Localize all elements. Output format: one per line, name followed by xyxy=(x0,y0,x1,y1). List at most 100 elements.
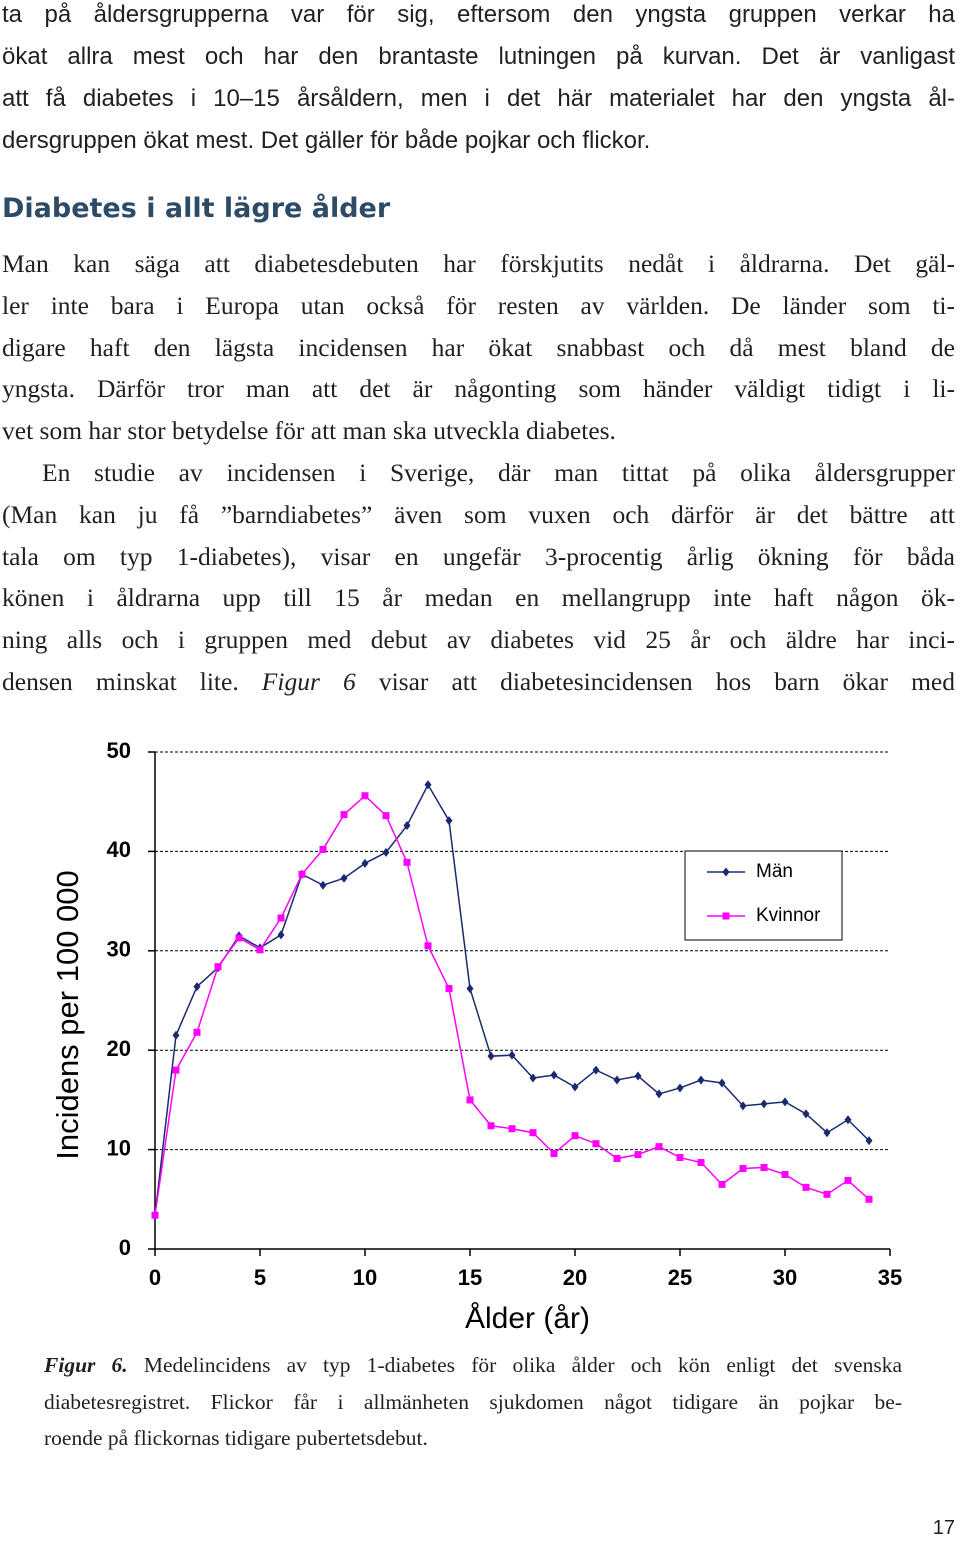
data-point xyxy=(802,1183,810,1191)
data-point xyxy=(529,1073,537,1083)
page-number: 17 xyxy=(932,1517,955,1539)
data-point xyxy=(424,780,432,790)
data-point xyxy=(571,1082,579,1092)
text-line: tala om typ 1-diabetes), visar en ungefä… xyxy=(2,541,955,571)
data-point xyxy=(382,812,390,820)
data-point xyxy=(676,1154,684,1162)
figure-caption: Figur 6. Medelincidens av typ 1-diabetes… xyxy=(44,1347,902,1457)
y-tick-label: 40 xyxy=(107,837,131,862)
data-point xyxy=(550,1070,558,1080)
text: densen minskat lite. xyxy=(2,667,239,696)
text-line: ler inte bara i Europa utan också för re… xyxy=(2,290,955,320)
legend-label: Kvinnor xyxy=(756,905,821,926)
x-tick-label: 30 xyxy=(773,1265,797,1290)
data-point xyxy=(445,816,453,826)
data-point xyxy=(445,985,453,993)
data-point xyxy=(592,1140,600,1148)
x-axis-label: Ålder (år) xyxy=(465,1302,590,1335)
data-point xyxy=(193,1028,201,1036)
data-point xyxy=(550,1150,558,1158)
data-point xyxy=(340,873,348,883)
data-point xyxy=(844,1176,852,1184)
data-point xyxy=(697,1075,705,1085)
series-line xyxy=(154,783,870,1216)
data-point xyxy=(529,1129,537,1137)
data-point xyxy=(676,1083,684,1093)
data-point xyxy=(655,1089,663,1099)
data-point xyxy=(739,1164,747,1172)
data-point xyxy=(214,963,222,971)
y-tick-label: 50 xyxy=(107,738,131,763)
data-point xyxy=(403,821,411,831)
figure-reference: Figur 6 xyxy=(261,667,356,696)
data-point xyxy=(613,1075,621,1085)
data-point xyxy=(865,1136,873,1146)
data-point xyxy=(256,946,264,954)
text-line: ökat allra mest och har den brantaste lu… xyxy=(2,43,955,70)
text-line: yngsta. Därför tror man att det är någon… xyxy=(2,374,955,404)
data-point xyxy=(823,1190,831,1198)
data-point xyxy=(361,792,369,800)
text-line: digare haft den lägsta incidensen har ök… xyxy=(2,332,955,362)
y-tick-label: 30 xyxy=(107,937,131,962)
paragraph: Man kan säga att diabetesdebuten har för… xyxy=(2,243,955,452)
text-line: En studie av incidensen i Sverige, där m… xyxy=(42,458,955,487)
text-line: ta på åldersgrupperna var för sig, efter… xyxy=(2,1,955,28)
text-line: vet som har stor betydelse för att man s… xyxy=(2,416,616,446)
data-point xyxy=(403,858,411,866)
data-point xyxy=(319,880,327,890)
data-point xyxy=(781,1170,789,1178)
data-point xyxy=(151,1211,159,1219)
data-point xyxy=(634,1151,642,1159)
x-tick-label: 10 xyxy=(353,1265,377,1290)
paragraph: En studie av incidensen i Sverige, där m… xyxy=(2,452,955,661)
data-point xyxy=(487,1122,495,1130)
legend-marker xyxy=(722,912,730,920)
text-line: Man kan säga att diabetesdebuten har för… xyxy=(2,249,955,278)
caption-label: Figur 6. xyxy=(44,1353,128,1377)
heading: Diabetes i allt lägre ålder xyxy=(2,193,391,224)
data-point xyxy=(760,1099,768,1109)
data-point xyxy=(487,1051,495,1061)
x-tick-label: 15 xyxy=(458,1265,482,1290)
data-point xyxy=(424,942,432,950)
data-point xyxy=(718,1180,726,1188)
legend-marker xyxy=(722,867,730,877)
legend-label: Män xyxy=(756,861,793,882)
x-tick-label: 5 xyxy=(254,1265,266,1290)
data-point xyxy=(760,1163,768,1171)
paragraph-line: densen minskat lite. Figur 6 visar att d… xyxy=(2,661,955,703)
data-point xyxy=(697,1159,705,1167)
caption-line: roende på flickornas tidigare pubertetsd… xyxy=(44,1426,428,1450)
text-line: densen minskat lite. Figur 6 visar att d… xyxy=(2,661,955,703)
data-point xyxy=(613,1155,621,1163)
data-point xyxy=(235,934,243,942)
data-point xyxy=(508,1050,516,1060)
data-point xyxy=(382,847,390,857)
x-tick-label: 20 xyxy=(563,1265,587,1290)
text-line: könen i åldrarna upp till 15 år medan en… xyxy=(2,583,955,613)
text: visar att diabetesincidensen hos barn ök… xyxy=(378,667,955,696)
y-tick-label: 0 xyxy=(119,1235,131,1260)
data-point xyxy=(739,1101,747,1111)
data-point xyxy=(319,845,327,853)
data-point xyxy=(361,858,369,868)
data-point xyxy=(823,1128,831,1138)
data-point xyxy=(466,1096,474,1104)
legend-box xyxy=(684,850,843,941)
caption-line: diabetesregistret. Flickor får i allmänh… xyxy=(44,1389,902,1414)
data-point xyxy=(865,1195,873,1203)
data-point xyxy=(193,982,201,992)
text-line: (Man kan ju få ”barndiabetes” även som v… xyxy=(2,499,955,529)
text-line: ning alls och i gruppen med debut av dia… xyxy=(2,625,955,655)
text-line: att få diabetes i 10–15 årsåldern, men i… xyxy=(2,85,955,112)
data-point xyxy=(802,1109,810,1119)
data-point xyxy=(592,1065,600,1075)
data-point xyxy=(277,930,285,940)
data-point xyxy=(571,1132,579,1140)
y-tick-label: 20 xyxy=(107,1036,131,1061)
data-point xyxy=(298,870,306,878)
data-point xyxy=(340,811,348,819)
caption-line: Figur 6. Medelincidens av typ 1-diabetes… xyxy=(44,1347,902,1384)
